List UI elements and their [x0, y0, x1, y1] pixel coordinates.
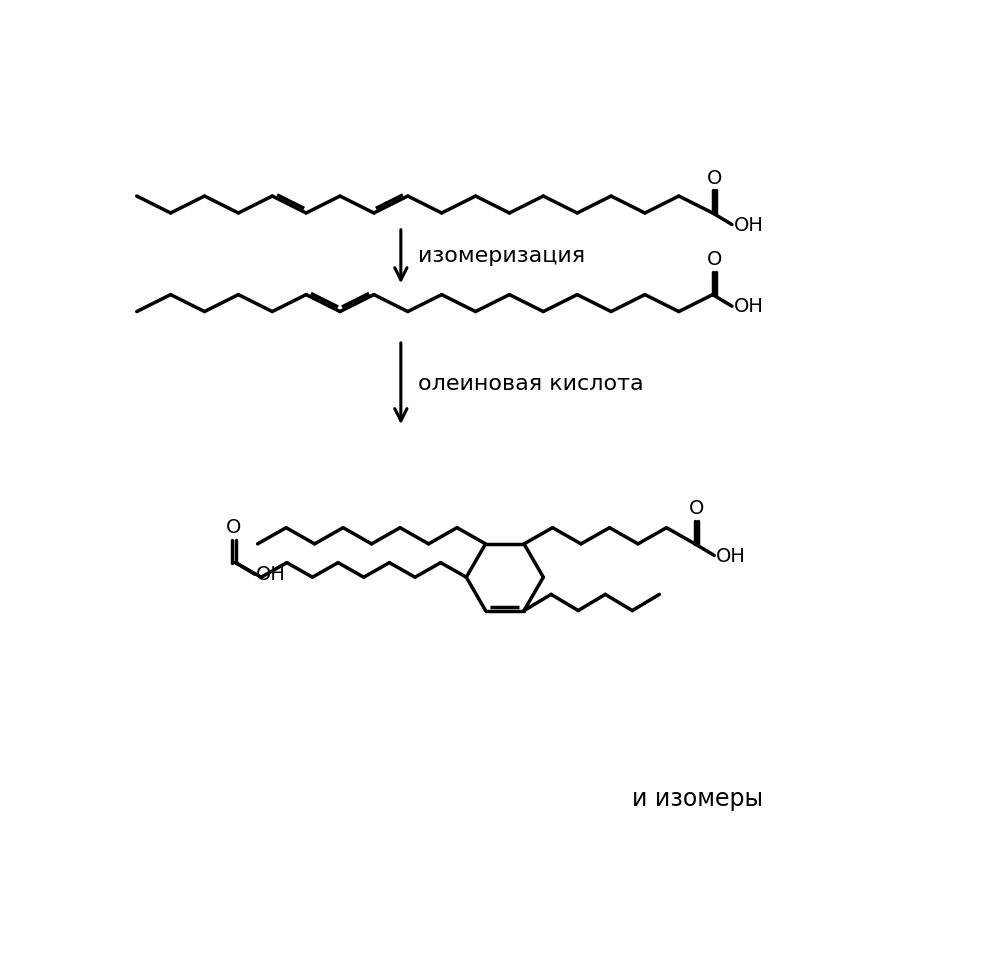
Text: O: O — [226, 518, 242, 538]
Text: изомеризация: изомеризация — [418, 247, 585, 267]
Text: O: O — [707, 169, 722, 187]
Text: OH: OH — [716, 546, 746, 565]
Text: и изомеры: и изомеры — [632, 787, 763, 811]
Text: OH: OH — [733, 298, 763, 317]
Text: O: O — [707, 251, 722, 269]
Text: OH: OH — [256, 565, 286, 585]
Text: OH: OH — [733, 216, 763, 235]
Text: O: O — [689, 499, 704, 518]
Text: олеиновая кислота: олеиновая кислота — [418, 373, 643, 394]
